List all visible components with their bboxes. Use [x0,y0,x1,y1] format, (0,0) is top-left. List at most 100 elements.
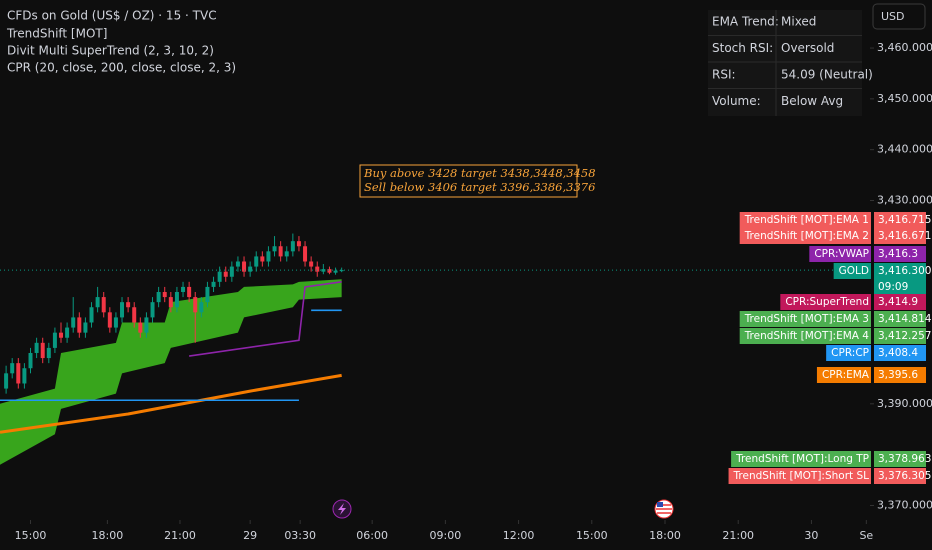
candle-body [126,302,131,308]
event-icons[interactable] [332,499,674,519]
candle-body [303,246,308,262]
tag-name: GOLD [839,265,869,277]
tag-name-bg [816,367,871,383]
x-tick-label: 21:00 [164,529,196,542]
candle-body [266,251,271,262]
price-tag: TrendShift [MOT]:EMA 4 3,412.257 [739,328,931,344]
table-value: Oversold [781,41,834,55]
tag-name: CPR:EMA [822,369,870,381]
candle-body [4,373,9,389]
candle-body [181,286,186,292]
candle-body [113,317,118,328]
y-tick-label: 3,450.000 [877,92,932,105]
price-tag: TrendShift [MOT]:Short SL 3,376.305 [728,468,931,484]
currency-button[interactable] [872,3,926,30]
candle-body [315,266,320,272]
tag-value-bg [874,294,926,310]
tag-value-bg [874,328,926,344]
tag-name: TrendShift [MOT]:EMA 3 [744,313,869,325]
candle-body [284,251,289,257]
tag-name: TrendShift [MOT]:Long TP [735,453,869,465]
tag-value: 3,376.305 [878,470,931,482]
tag-value: 3,416.715 [878,214,931,226]
x-tick-label: 06:00 [356,529,388,542]
candle-body [242,261,247,272]
currency-label[interactable]: USD [881,10,905,23]
tag-name-bg [739,311,871,327]
tag-name: TrendShift [MOT]:EMA 4 [744,330,870,342]
indicator-label[interactable]: CPR (20, close, 200, close, close, 2, 3) [7,61,236,75]
y-tick-label: 3,460.000 [877,41,932,54]
price-tag: TrendShift [MOT]:EMA 3 3,414.814 [739,311,932,327]
tag-name-bg [826,345,871,361]
candle-body [40,342,45,359]
candle-body [168,297,173,308]
candle-body [34,342,39,353]
tag-name: TrendShift [MOT]:Short SL [733,470,870,482]
tag-value-bg [874,367,926,383]
candle-body [46,347,51,359]
candle-body [95,297,100,308]
candle-body [229,266,234,277]
price-tag: TrendShift [MOT]:EMA 2 3,416.671 [739,228,931,244]
candle-body [321,269,326,272]
y-tick-label: 3,390.000 [877,397,932,410]
price-tag: TrendShift [MOT]:Long TP 3,378.963 [731,451,931,467]
candle-body [138,322,143,333]
tag-value-bg [874,311,926,327]
candle-body [89,307,94,323]
y-tick-label: 3,430.000 [877,194,932,207]
lightning-icon [338,503,346,515]
candle-body [144,317,149,333]
x-tick-label: 09:00 [430,529,462,542]
candle-body [28,352,33,369]
tag-time: 09:09 [878,281,908,293]
candle-body [193,297,198,313]
candle-body [223,271,228,277]
candle-body [10,363,15,374]
candle-body [187,286,192,298]
tag-name-bg [731,451,871,467]
tag-name-bg [739,328,871,344]
candle-body [217,271,222,282]
tag-value-bg [874,246,926,262]
tag-value-bg [874,451,926,467]
price-tag: CPR:SuperTrend 3,414.9 [780,294,926,310]
x-tick-label: Se [859,529,873,542]
candle-body [199,302,204,313]
candle-body [174,291,179,308]
tag-value: 3,416.671 [878,230,931,242]
table-label: RSI: [712,68,736,82]
tag-value: 3,378.963 [878,453,931,465]
candle-body [339,270,344,272]
indicator-label[interactable]: Divit Multi SuperTrend (2, 3, 10, 2) [7,44,214,58]
price-tag: CPR:CP 3,408.4 [826,345,926,361]
y-tick-label: 3,370.000 [877,498,932,511]
table-label: EMA Trend: [712,15,779,29]
x-tick-label: 15:00 [576,529,608,542]
tag-value-bg [874,263,926,296]
price-tag: CPR:VWAP 3,416.3 [809,246,926,262]
tag-value-bg [874,468,926,484]
candle-body [156,291,161,303]
info-table: EMA Trend: Mixed Stoch RSI: Oversold RSI: 54.… [708,10,873,116]
candle-body [235,261,240,267]
candle-body [278,246,283,257]
tag-name: CPR:SuperTrend [785,296,869,308]
candle-body [83,322,88,333]
annotation-line: Sell below 3406 target 3396,3386,3376 [364,180,595,194]
tag-name-bg [780,294,871,310]
symbol-title: CFDs on Gold (US$ / OZ) · 15 · TVC [7,9,217,23]
x-tick-label: 29 [243,529,257,542]
table-value: Below Avg [781,94,843,108]
annotation-box [359,164,578,198]
candle-body [77,317,82,333]
tag-name-bg [728,468,871,484]
indicator-label[interactable]: TrendShift [MOT] [6,27,107,41]
candle-body [65,327,70,338]
tag-value: 3,416.300 [878,265,931,277]
candle-body [101,297,106,313]
candle-body [205,286,210,303]
y-tick-label: 3,440.000 [877,143,932,156]
